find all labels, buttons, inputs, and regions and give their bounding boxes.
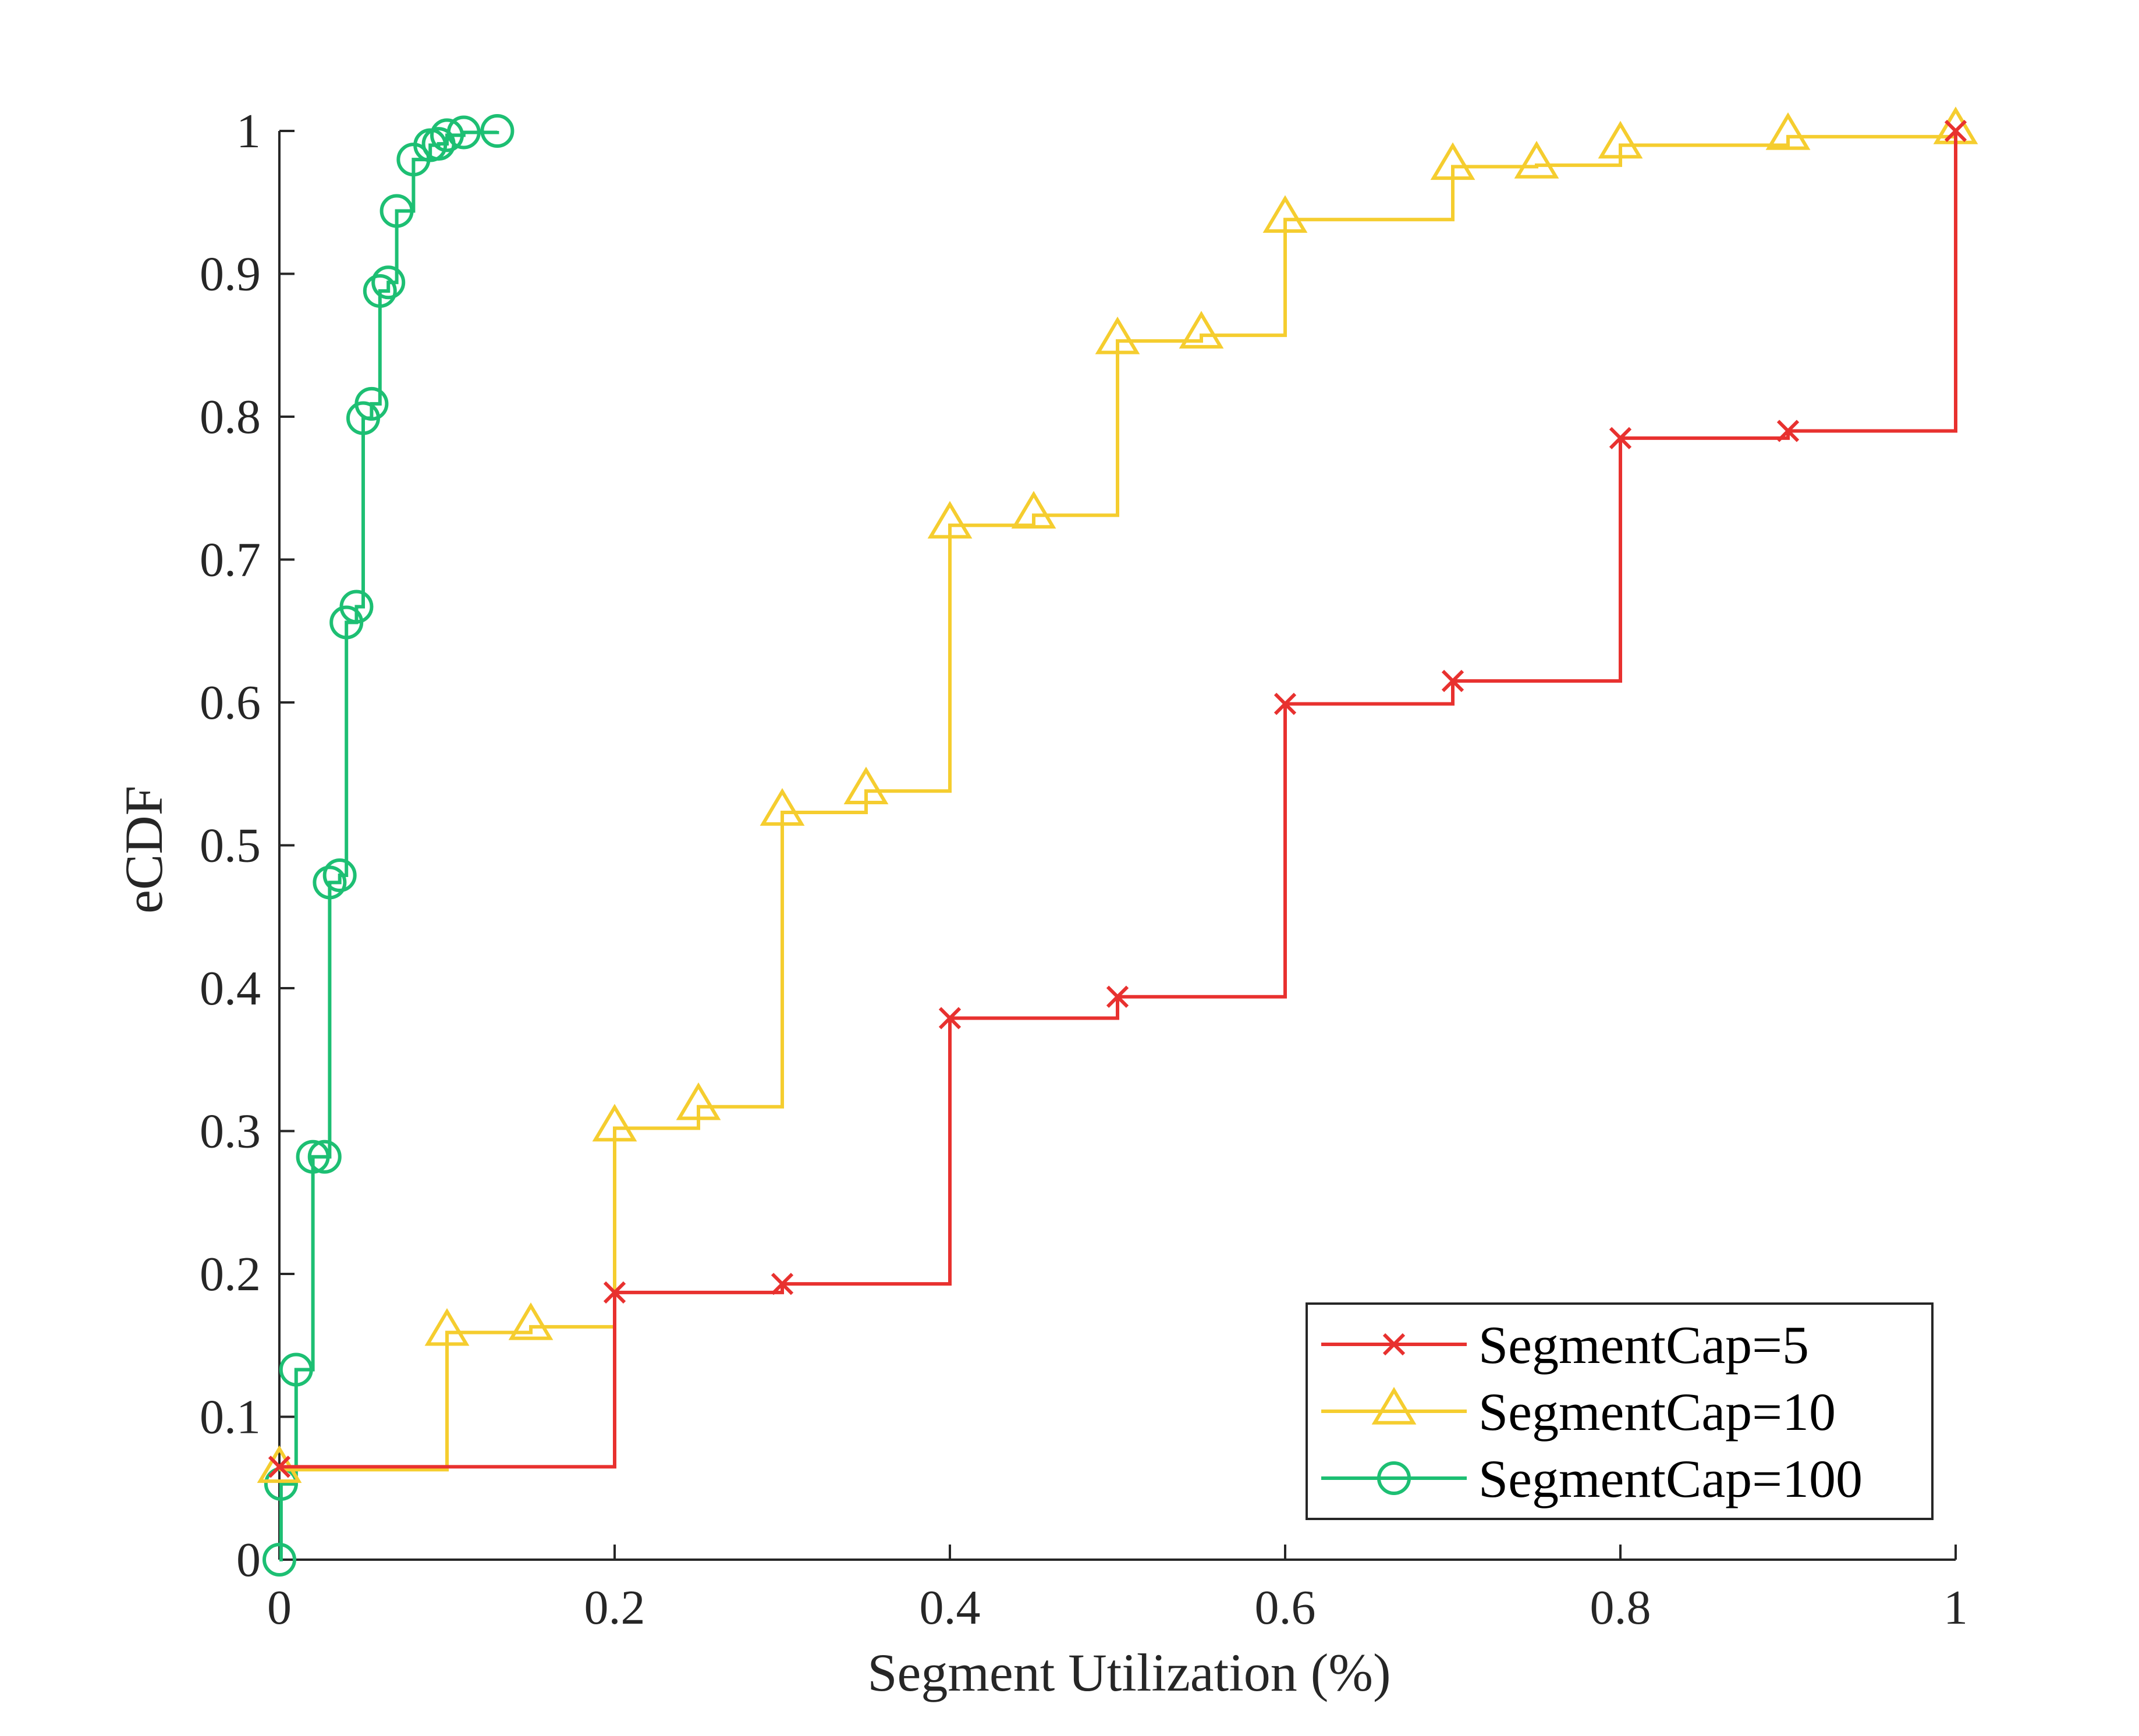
legend-entry: SegmentCap=10 xyxy=(1321,1382,1836,1442)
y-tick-label: 0.8 xyxy=(200,390,261,444)
y-tick-label: 0.9 xyxy=(200,247,261,301)
circle-marker xyxy=(296,1139,330,1174)
x-marker xyxy=(1441,670,1464,693)
triangle-marker xyxy=(424,1308,470,1346)
y-tick-label: 0.3 xyxy=(200,1105,261,1159)
triangle-marker xyxy=(843,766,889,805)
circle-marker xyxy=(430,118,464,152)
triangle-marker xyxy=(760,788,805,826)
x-marker xyxy=(938,1007,962,1029)
x-marker-stroke xyxy=(771,1273,794,1295)
triangle-marker xyxy=(592,1103,637,1142)
circle-marker xyxy=(307,1139,342,1174)
x-marker xyxy=(1609,427,1632,449)
series-segmentcap-10 xyxy=(257,106,1978,1483)
x-marker-stroke xyxy=(603,1281,626,1304)
triangle-marker xyxy=(1011,491,1056,529)
y-tick-label: 1 xyxy=(236,104,261,158)
triangle-marker xyxy=(676,1082,721,1120)
x-marker xyxy=(1274,693,1297,715)
x-marker-stroke xyxy=(1944,119,1967,143)
x-axis-label: Segment Utilization (%) xyxy=(867,1643,1390,1702)
x-tick-label: 0.4 xyxy=(920,1581,981,1635)
triangle-marker xyxy=(508,1302,554,1340)
triangle-marker xyxy=(1262,195,1308,233)
series-line xyxy=(279,131,1957,1472)
legend-label: SegmentCap=10 xyxy=(1478,1382,1836,1442)
circle-marker xyxy=(480,114,515,148)
circle-marker xyxy=(322,858,357,893)
legend-label: SegmentCap=5 xyxy=(1478,1315,1809,1375)
circle-marker xyxy=(339,590,374,624)
y-tick-label: 0.6 xyxy=(200,676,261,730)
triangle-marker xyxy=(1371,1387,1417,1425)
x-marker-stroke xyxy=(1106,985,1129,1008)
y-tick-label: 0.1 xyxy=(200,1390,261,1444)
triangle-marker xyxy=(1095,317,1140,354)
series-line xyxy=(279,131,1957,1469)
x-marker-stroke xyxy=(938,1007,962,1029)
series-line xyxy=(279,130,499,1561)
triangle-marker xyxy=(1598,120,1643,159)
triangle-marker xyxy=(1430,142,1475,180)
circle-marker xyxy=(313,865,347,900)
series-segmentcap-5 xyxy=(268,119,1967,1478)
x-tick-label: 0.8 xyxy=(1590,1581,1651,1635)
legend: SegmentCap=5 SegmentCap=10 SegmentCap=100 xyxy=(1306,1302,1934,1520)
y-axis-label: eCDF xyxy=(114,786,173,914)
x-marker-stroke xyxy=(268,1455,291,1478)
x-tick-label: 0.6 xyxy=(1255,1581,1316,1635)
y-tick-label: 0.5 xyxy=(200,819,261,873)
triangle-marker xyxy=(927,500,973,539)
circle-marker xyxy=(354,386,389,421)
y-tick-label: 0.4 xyxy=(200,961,261,1016)
x-marker-stroke xyxy=(1382,1333,1406,1356)
circle-marker xyxy=(379,194,414,228)
triangle-marker xyxy=(1514,141,1559,179)
x-marker xyxy=(1776,420,1800,442)
circle-marker xyxy=(1377,1461,1411,1495)
triangle-marker xyxy=(1179,311,1224,349)
series-segmentcap-100 xyxy=(263,114,515,1577)
legend-label: SegmentCap=100 xyxy=(1478,1449,1863,1508)
x-marker xyxy=(268,1455,291,1478)
x-marker xyxy=(1382,1333,1406,1356)
x-marker-stroke xyxy=(1609,427,1632,449)
legend-entry: SegmentCap=100 xyxy=(1321,1449,1863,1508)
x-tick-label: 0 xyxy=(267,1581,292,1635)
circle-marker xyxy=(371,265,406,300)
y-tick-label: 0.2 xyxy=(200,1247,261,1301)
circle-marker xyxy=(263,1543,296,1577)
x-marker xyxy=(1106,985,1129,1008)
y-tick-label: 0.7 xyxy=(200,533,261,587)
circle-marker xyxy=(279,1352,313,1387)
circle-marker xyxy=(446,115,481,150)
x-marker xyxy=(603,1281,626,1304)
triangle-marker xyxy=(1765,112,1811,150)
x-marker-stroke xyxy=(1274,693,1297,715)
x-marker xyxy=(1944,119,1967,143)
x-marker-stroke xyxy=(1776,420,1800,442)
legend-entry: SegmentCap=5 xyxy=(1321,1315,1809,1375)
x-marker-stroke xyxy=(1441,670,1464,693)
triangle-marker xyxy=(257,1445,302,1483)
x-tick-label: 0.2 xyxy=(584,1581,645,1635)
x-marker xyxy=(771,1273,794,1295)
circle-marker xyxy=(363,274,397,308)
series-layer xyxy=(257,106,1978,1577)
x-tick-label: 1 xyxy=(1943,1581,1968,1635)
axes: 0 0.2 0.4 0.6 0.8 1 0 0.1 0.2 0.3 0.4 0.5 0.6 0.7 0.8 0… xyxy=(200,104,1968,1635)
y-tick-label: 0 xyxy=(236,1533,261,1587)
